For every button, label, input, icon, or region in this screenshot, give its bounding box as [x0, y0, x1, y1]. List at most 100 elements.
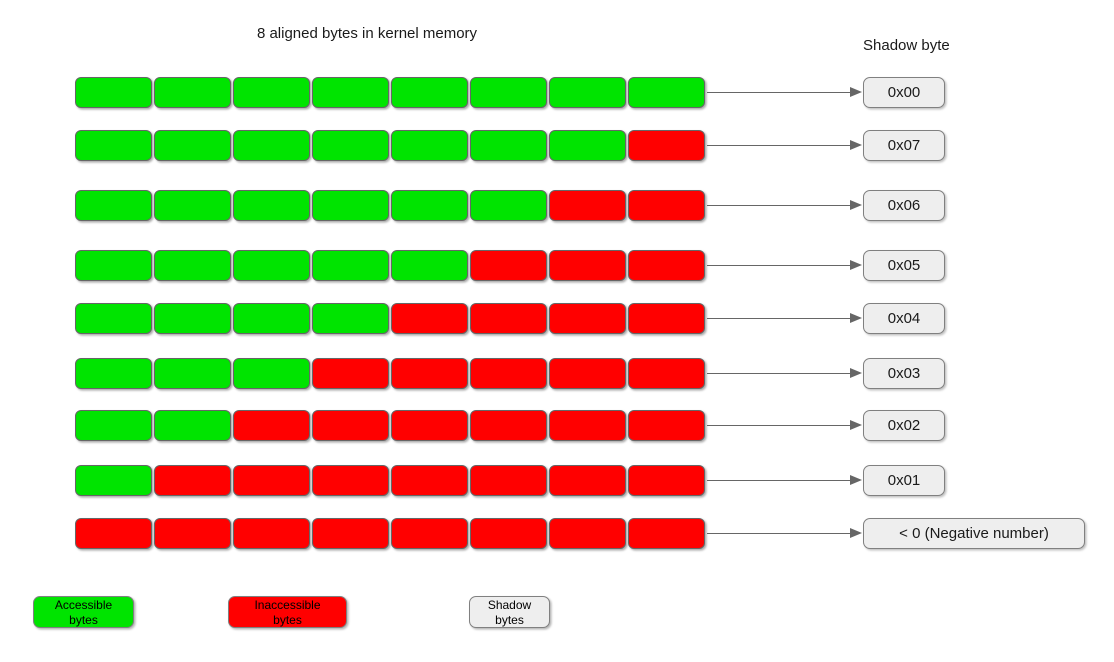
byte-cell-inaccessible [549, 190, 626, 221]
byte-cell-accessible [154, 358, 231, 389]
byte-cell-accessible [549, 77, 626, 108]
byte-cell-accessible [312, 303, 389, 334]
byte-cell-accessible [154, 303, 231, 334]
byte-cell-accessible [312, 190, 389, 221]
arrow-connector [707, 425, 850, 426]
shadow-byte-value-box: 0x02 [863, 410, 945, 441]
byte-cell-inaccessible [470, 303, 547, 334]
arrow-head-icon [850, 260, 862, 270]
byte-cell-accessible [154, 77, 231, 108]
byte-cell-inaccessible [628, 465, 705, 496]
byte-cell-inaccessible [628, 130, 705, 161]
byte-cell-accessible [391, 190, 468, 221]
byte-cell-accessible [470, 77, 547, 108]
shadow-byte-value-box: 0x04 [863, 303, 945, 334]
byte-cell-inaccessible [470, 518, 547, 549]
byte-cell-inaccessible [628, 250, 705, 281]
byte-cell-inaccessible [628, 410, 705, 441]
arrow-head-icon [850, 528, 862, 538]
byte-cell-inaccessible [391, 465, 468, 496]
byte-cell-inaccessible [154, 465, 231, 496]
byte-cell-accessible [233, 130, 310, 161]
shadow-byte-value-box: 0x05 [863, 250, 945, 281]
byte-cell-inaccessible [549, 303, 626, 334]
arrow-head-icon [850, 140, 862, 150]
shadow-byte-value-box: 0x01 [863, 465, 945, 496]
arrow-head-icon [850, 420, 862, 430]
byte-cell-inaccessible [75, 518, 152, 549]
byte-cell-accessible [470, 190, 547, 221]
byte-cell-accessible [75, 358, 152, 389]
byte-cell-inaccessible [312, 518, 389, 549]
arrow-connector [707, 533, 850, 534]
byte-cell-accessible [312, 77, 389, 108]
arrow-connector [707, 145, 850, 146]
byte-cell-accessible [154, 250, 231, 281]
byte-cell-inaccessible [628, 190, 705, 221]
arrow-head-icon [850, 200, 862, 210]
byte-cell-accessible [75, 410, 152, 441]
byte-cell-accessible [233, 358, 310, 389]
byte-cell-accessible [75, 303, 152, 334]
byte-cell-inaccessible [549, 358, 626, 389]
byte-cell-accessible [628, 77, 705, 108]
arrow-connector [707, 92, 850, 93]
shadow-byte-value-box: 0x03 [863, 358, 945, 389]
byte-cell-accessible [75, 465, 152, 496]
legend-accessible-bytes: Accessible bytes [33, 596, 134, 628]
byte-cell-inaccessible [312, 410, 389, 441]
shadow-byte-value-box: < 0 (Negative number) [863, 518, 1085, 549]
byte-cell-accessible [312, 130, 389, 161]
arrow-connector [707, 373, 850, 374]
shadow-byte-value-box: 0x07 [863, 130, 945, 161]
byte-cell-inaccessible [391, 410, 468, 441]
byte-cell-accessible [233, 190, 310, 221]
arrow-head-icon [850, 87, 862, 97]
byte-cell-inaccessible [470, 358, 547, 389]
byte-cell-accessible [75, 77, 152, 108]
byte-cell-inaccessible [549, 410, 626, 441]
arrow-connector [707, 318, 850, 319]
byte-cell-accessible [391, 77, 468, 108]
byte-cell-inaccessible [470, 250, 547, 281]
arrow-connector [707, 480, 850, 481]
byte-cell-accessible [233, 250, 310, 281]
byte-cell-inaccessible [470, 410, 547, 441]
shadow-byte-value-box: 0x00 [863, 77, 945, 108]
arrow-head-icon [850, 368, 862, 378]
byte-cell-inaccessible [628, 303, 705, 334]
shadow-byte-column-title: Shadow byte [863, 37, 950, 54]
arrow-head-icon [850, 313, 862, 323]
byte-cell-inaccessible [549, 465, 626, 496]
byte-cell-accessible [75, 190, 152, 221]
byte-cell-accessible [549, 130, 626, 161]
byte-cell-inaccessible [233, 465, 310, 496]
byte-cell-inaccessible [312, 358, 389, 389]
arrow-connector [707, 265, 850, 266]
shadow-byte-value-box: 0x06 [863, 190, 945, 221]
byte-cell-accessible [75, 250, 152, 281]
byte-cell-accessible [154, 190, 231, 221]
byte-cell-inaccessible [391, 518, 468, 549]
byte-cell-accessible [391, 130, 468, 161]
arrow-head-icon [850, 475, 862, 485]
legend-shadow-bytes: Shadow bytes [469, 596, 550, 628]
byte-cell-accessible [312, 250, 389, 281]
byte-cell-accessible [470, 130, 547, 161]
byte-cell-inaccessible [391, 358, 468, 389]
byte-cell-inaccessible [391, 303, 468, 334]
byte-cell-inaccessible [233, 518, 310, 549]
byte-cell-accessible [75, 130, 152, 161]
byte-cell-inaccessible [233, 410, 310, 441]
diagram-title: 8 aligned bytes in kernel memory [256, 25, 478, 42]
byte-cell-accessible [233, 303, 310, 334]
byte-cell-inaccessible [154, 518, 231, 549]
arrow-connector [707, 205, 850, 206]
byte-cell-accessible [154, 410, 231, 441]
byte-cell-inaccessible [312, 465, 389, 496]
byte-cell-inaccessible [470, 465, 547, 496]
legend-inaccessible-bytes: Inaccessible bytes [228, 596, 347, 628]
byte-cell-inaccessible [549, 518, 626, 549]
byte-cell-inaccessible [549, 250, 626, 281]
